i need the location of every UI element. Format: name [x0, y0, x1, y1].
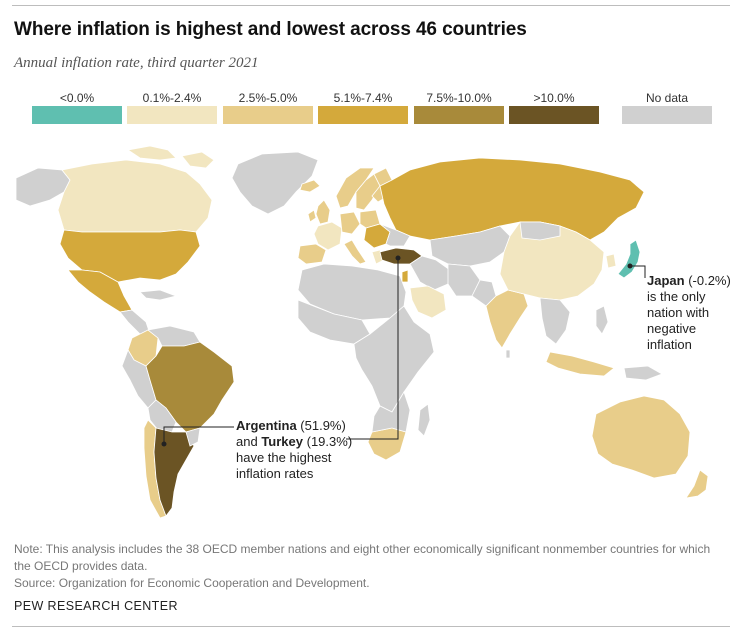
legend-label: <0.0% — [59, 91, 95, 105]
source-text: Source: Organization for Economic Cooper… — [14, 576, 370, 590]
legend-swatch — [223, 106, 313, 124]
japan-pointer-dot — [627, 263, 633, 269]
chart-subtitle: Annual inflation rate, third quarter 202… — [14, 55, 259, 71]
legend-label: >10.0% — [533, 91, 575, 105]
israel — [401, 269, 409, 283]
japan — [617, 239, 641, 279]
legend-item-over-10: >10.0% — [509, 90, 599, 124]
japan-annotation-line3: nation with — [647, 305, 710, 320]
philippines — [595, 305, 609, 335]
japan-value: (-0.2%) — [688, 273, 731, 288]
iceland — [299, 179, 321, 193]
and-text: and — [236, 434, 258, 449]
japan-annotation-line2: is the only — [647, 289, 706, 304]
legend-item-7-10: 7.5%-10.0% — [414, 90, 504, 124]
korea — [605, 253, 617, 269]
legend-swatch — [622, 106, 712, 124]
ukraine — [379, 223, 411, 247]
legend-swatch — [509, 106, 599, 124]
legend-item-negative: <0.0% — [32, 90, 122, 124]
legend-item-5-7: 5.1%-7.4% — [318, 90, 408, 124]
highest-annotation-line3: have the highest — [236, 450, 332, 465]
canada — [57, 159, 213, 233]
sri-lanka — [505, 349, 511, 359]
mongolia — [519, 221, 561, 241]
highest-annotation-line4: inflation rates — [236, 466, 314, 481]
turkey-value: (19.3%) — [306, 434, 353, 449]
greenland — [231, 151, 319, 215]
chart-title: Where inflation is highest and lowest ac… — [14, 19, 527, 40]
russia — [379, 157, 645, 241]
turkey-pointer-line — [346, 258, 399, 440]
pakistan — [471, 279, 497, 307]
central-america — [119, 309, 151, 335]
japan-annotation-line5: inflation — [647, 337, 692, 352]
uk — [315, 199, 331, 225]
indonesia — [545, 351, 615, 377]
italy — [343, 239, 367, 265]
central-africa — [353, 305, 435, 413]
usa — [59, 229, 201, 283]
japan-annotation-line4: negative — [647, 321, 697, 336]
japan-name: Japan — [647, 273, 685, 288]
germany — [339, 211, 361, 235]
spain — [297, 243, 327, 265]
argentina-value: (51.9%) — [300, 418, 346, 433]
arctic-islands — [181, 151, 215, 169]
arctic-islands — [126, 145, 177, 161]
south-africa — [367, 427, 407, 461]
legend-label: 7.5%-10.0% — [426, 91, 492, 105]
footnote: Note: This analysis includes the 38 OECD… — [14, 541, 729, 592]
legend-item-0-2: 0.1%-2.4% — [127, 90, 217, 124]
caribbean — [139, 289, 178, 301]
japan-pointer-line — [630, 265, 646, 278]
legend-swatch — [127, 106, 217, 124]
turkey-pointer-dot — [395, 255, 401, 261]
southern-africa — [371, 391, 411, 433]
legend-swatch — [318, 106, 408, 124]
argentina-pointer-line — [163, 426, 234, 444]
legend-swatch — [414, 106, 504, 124]
top-rule — [12, 5, 730, 6]
france — [313, 221, 343, 251]
ireland — [307, 209, 317, 223]
legend-swatch — [32, 106, 122, 124]
uruguay — [185, 427, 201, 447]
argentina-name: Argentina — [236, 418, 297, 433]
legend-label: 5.1%-7.4% — [333, 91, 393, 105]
legend-label: 2.5%-5.0% — [238, 91, 298, 105]
japan-annotation-line1: Japan (-0.2%) — [647, 273, 731, 289]
legend-label: 0.1%-2.4% — [142, 91, 202, 105]
note-text: Note: This analysis includes the 38 OECD… — [14, 542, 711, 573]
argentina-annotation-line: Argentina (51.9%) — [236, 418, 352, 434]
argentina-pointer-dot — [161, 441, 167, 447]
annotation-lines — [163, 258, 646, 444]
legend-item-2-5: 2.5%-5.0% — [223, 90, 313, 124]
legend-item-no-data: No data — [622, 90, 712, 124]
publisher-credit: PEW RESEARCH CENTER — [14, 599, 178, 613]
brazil — [145, 341, 235, 433]
argentina-turkey-annotation: Argentina (51.9%) and Turkey (19.3%) hav… — [236, 418, 352, 482]
saudi-arabia — [409, 285, 447, 319]
turkey-annotation-line: and Turkey (19.3%) — [236, 434, 352, 450]
madagascar — [417, 403, 431, 437]
turkey-name: Turkey — [261, 434, 303, 449]
new-zealand — [685, 469, 709, 499]
australia — [591, 395, 691, 479]
india — [485, 289, 529, 349]
southeast-asia — [539, 297, 571, 345]
new-guinea — [623, 365, 663, 381]
legend-label: No data — [645, 91, 689, 105]
japan-annotation: Japan (-0.2%) is the only nation with ne… — [647, 273, 731, 353]
bottom-rule — [12, 626, 730, 627]
